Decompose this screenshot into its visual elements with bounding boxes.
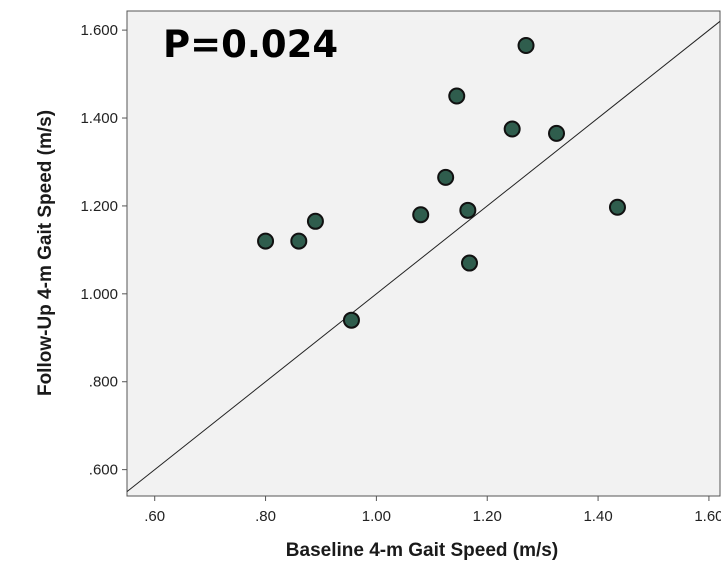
y-tick-label: 1.400 xyxy=(80,110,118,127)
x-tick-label: .60 xyxy=(144,508,165,525)
x-axis: .60 .80 1.00 1.20 1.40 1.60 xyxy=(144,496,721,525)
data-point xyxy=(306,212,324,230)
y-tick-label: 1.000 xyxy=(80,286,118,303)
identity-reference-line xyxy=(126,20,721,492)
data-point xyxy=(257,232,275,250)
x-tick-label: 1.20 xyxy=(473,508,502,525)
y-axis: .600 .800 1.000 1.200 1.400 1.600 xyxy=(80,22,127,479)
data-point xyxy=(548,124,566,142)
x-tick-label: .80 xyxy=(255,508,276,525)
y-tick-label: 1.600 xyxy=(80,22,118,39)
x-tick-label: 1.00 xyxy=(362,508,391,525)
data-point xyxy=(437,168,455,186)
y-tick-label: .600 xyxy=(89,462,118,479)
data-point xyxy=(290,232,308,250)
data-point xyxy=(459,201,477,219)
reference-line-group xyxy=(126,20,721,492)
data-point xyxy=(460,254,478,272)
data-point xyxy=(503,120,521,138)
data-point xyxy=(412,206,430,224)
x-axis-label: Baseline 4-m Gait Speed (m/s) xyxy=(286,540,558,561)
data-point xyxy=(342,311,360,329)
x-tick-label: 1.60 xyxy=(694,508,721,525)
y-axis-label: Follow-Up 4-m Gait Speed (m/s) xyxy=(35,110,56,396)
y-tick-label: .800 xyxy=(89,374,118,391)
p-value-annotation: P=0.024 xyxy=(163,23,338,66)
x-tick-label: 1.40 xyxy=(583,508,612,525)
plot-area xyxy=(126,10,721,497)
data-point xyxy=(448,87,466,105)
data-point xyxy=(608,198,626,216)
data-points xyxy=(257,37,626,329)
y-tick-label: 1.200 xyxy=(80,198,118,215)
data-point xyxy=(517,37,535,55)
